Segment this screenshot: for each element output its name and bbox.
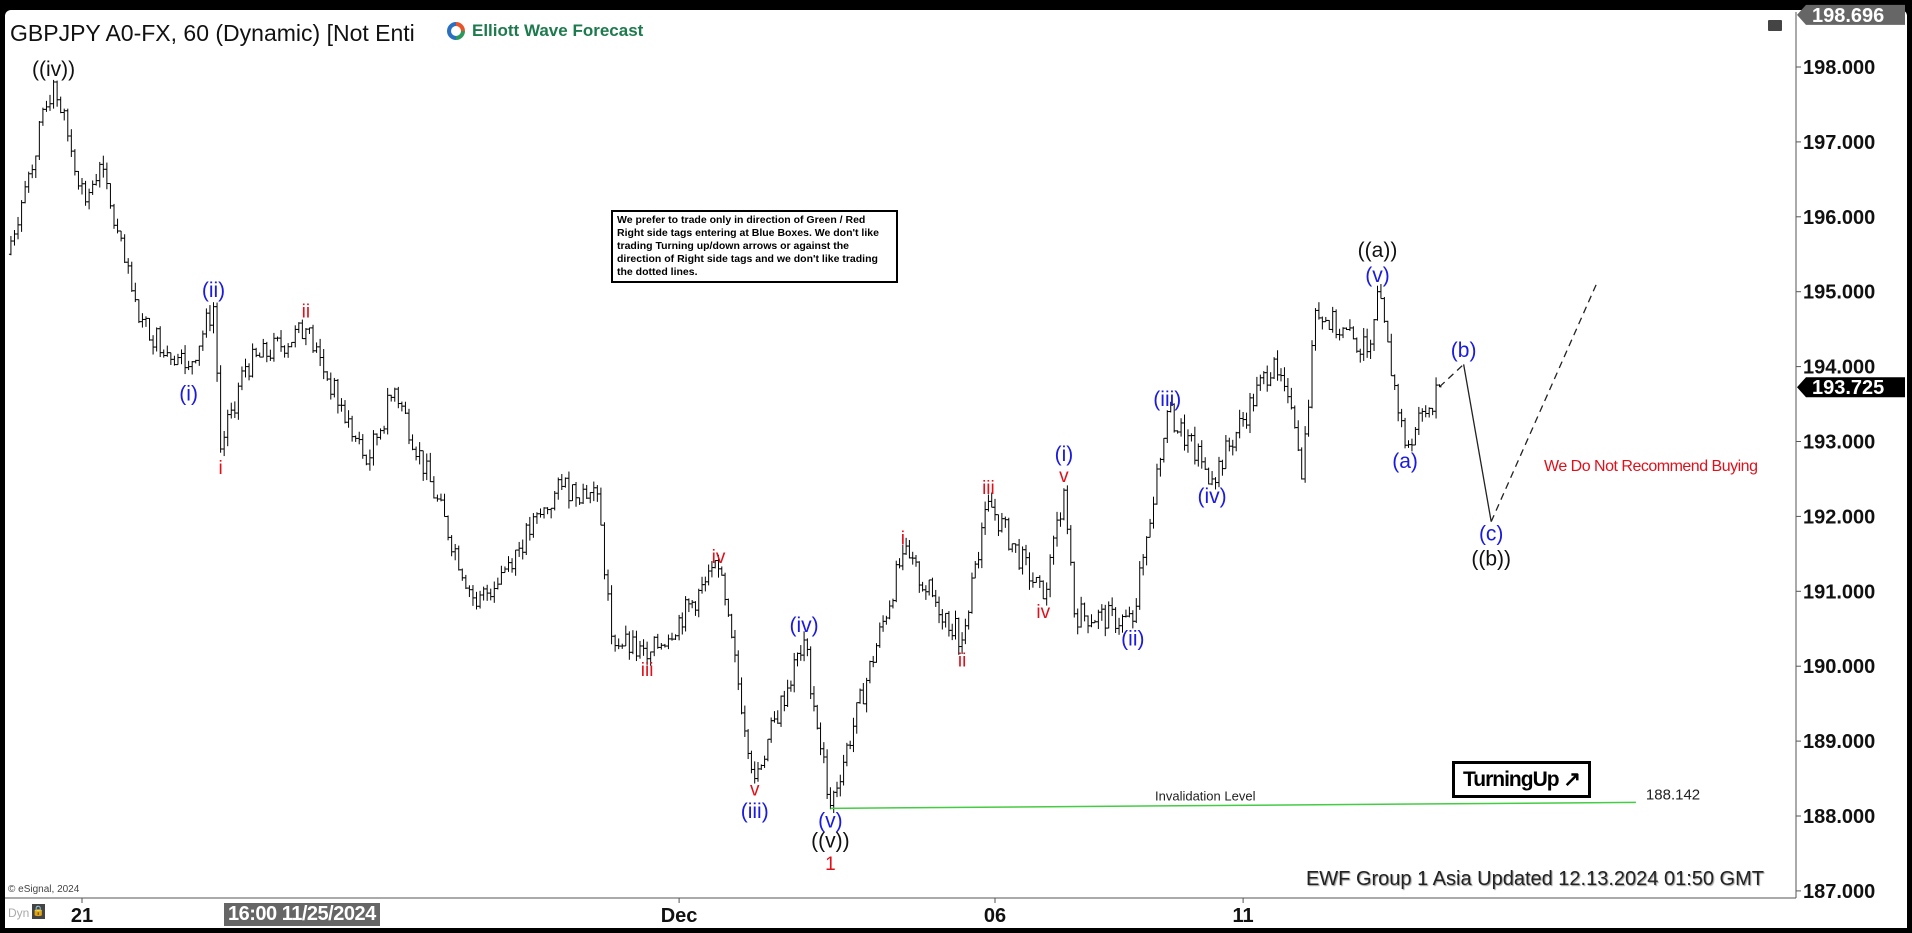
wave-label: (iii) bbox=[1153, 388, 1181, 411]
y-tick-label: 194.000 bbox=[1803, 357, 1875, 379]
chart-title: GBPJPY A0-FX, 60 (Dynamic) [Not Enti bbox=[10, 20, 415, 46]
wave-label: (c) bbox=[1479, 523, 1504, 546]
y-tick-label: 192.000 bbox=[1803, 506, 1875, 528]
no-buy-note: We Do Not Recommend Buying bbox=[1544, 458, 1758, 475]
lock-icon[interactable]: 🔒 bbox=[32, 904, 45, 919]
wave-label: i bbox=[218, 458, 222, 479]
y-tick-label: 197.000 bbox=[1803, 132, 1875, 154]
wave-label: (ii) bbox=[1121, 627, 1144, 650]
turning-up-badge: TurningUp ↗ bbox=[1452, 761, 1592, 798]
wave-label: ((v)) bbox=[811, 830, 849, 853]
wave-label: (ii) bbox=[202, 279, 225, 302]
high-price-tag-bg bbox=[1797, 4, 1905, 25]
y-tick-label: 191.000 bbox=[1803, 581, 1875, 603]
wave-label: iii bbox=[641, 660, 654, 681]
wave-label: ((iv)) bbox=[32, 58, 75, 81]
wave-label: iv bbox=[1036, 602, 1050, 623]
logo: Elliott Wave Forecast bbox=[445, 20, 643, 42]
wave-label: ii bbox=[302, 301, 310, 322]
y-tick-label: 196.000 bbox=[1803, 207, 1875, 229]
last-price-tag-bg bbox=[1797, 377, 1905, 398]
cursor-date-label: 16:00 11/25/2024 bbox=[224, 903, 380, 926]
invalidation-label: Invalidation Level bbox=[1155, 788, 1256, 803]
wave-label: ii bbox=[958, 650, 966, 671]
wave-label: (v) bbox=[1365, 264, 1390, 287]
x-tick-label: Dec bbox=[661, 905, 698, 927]
y-tick-label: 198.000 bbox=[1803, 57, 1875, 79]
wave-label: iv bbox=[712, 547, 726, 568]
projection-line-dashed bbox=[1439, 363, 1465, 388]
y-tick-label: 190.000 bbox=[1803, 656, 1875, 678]
wave-label: v bbox=[1059, 466, 1069, 487]
x-tick-label: 06 bbox=[984, 905, 1006, 927]
x-tick-label: 21 bbox=[71, 905, 93, 927]
y-tick-label: 195.000 bbox=[1803, 282, 1875, 304]
trading-note-box: We prefer to trade only in direction of … bbox=[611, 210, 898, 283]
wave-label: iii bbox=[982, 478, 995, 499]
wave-label: i bbox=[901, 528, 905, 549]
wave-label: (b) bbox=[1451, 339, 1477, 362]
invalidation-value: 188.142 bbox=[1646, 786, 1700, 803]
last-price-tag: 193.725 bbox=[1812, 377, 1884, 399]
projection-line-solid bbox=[1462, 364, 1492, 522]
high-price-tag: 198.696 bbox=[1812, 5, 1884, 27]
wave-label: (v) bbox=[818, 809, 843, 832]
dyn-label[interactable]: Dyn bbox=[8, 906, 30, 920]
logo-text: Elliott Wave Forecast bbox=[472, 21, 644, 40]
wave-label: (iv) bbox=[790, 614, 819, 637]
y-tick-label: 189.000 bbox=[1803, 731, 1875, 753]
wave-label: (i) bbox=[1055, 443, 1074, 466]
wave-label: ((b)) bbox=[1471, 547, 1511, 570]
y-tick-label: 193.000 bbox=[1803, 432, 1875, 454]
wave-label: (a) bbox=[1392, 450, 1418, 473]
x-tick-label: 11 bbox=[1233, 905, 1254, 927]
invalidation-line bbox=[830, 801, 1636, 810]
copyright: © eSignal, 2024 bbox=[8, 884, 80, 895]
restore-window-icon[interactable] bbox=[1768, 20, 1782, 31]
logo-icon bbox=[447, 22, 465, 40]
wave-label: (iv) bbox=[1198, 485, 1227, 508]
update-footer: EWF Group 1 Asia Updated 12.13.2024 01:5… bbox=[1305, 868, 1764, 890]
turning-up-label: TurningUp bbox=[1463, 768, 1560, 791]
wave-label: (iii) bbox=[741, 800, 769, 823]
wave-label: (i) bbox=[179, 383, 198, 406]
projection-line-dashed bbox=[1490, 280, 1599, 522]
wave-label: ((a)) bbox=[1358, 239, 1398, 262]
arrow-up-right-icon: ↗ bbox=[1558, 768, 1581, 791]
wave-label: v bbox=[750, 779, 760, 800]
wave-label: 1 bbox=[825, 854, 836, 875]
y-tick-label: 188.000 bbox=[1803, 806, 1875, 828]
y-tick-label: 187.000 bbox=[1803, 881, 1875, 903]
